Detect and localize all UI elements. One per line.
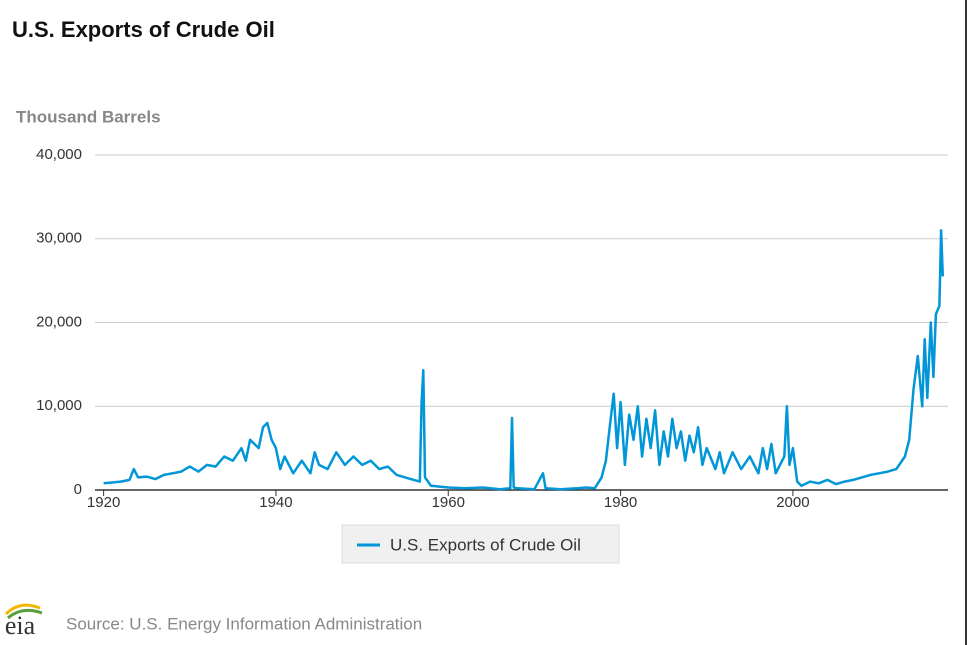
y-tick-label: 10,000: [36, 397, 82, 414]
x-tick-label: 1980: [604, 494, 637, 511]
y-tick-label: 30,000: [36, 230, 82, 247]
x-tick-label: 1960: [432, 494, 465, 511]
chart-title: U.S. Exports of Crude Oil: [12, 17, 275, 42]
x-tick-label: 2000: [776, 494, 809, 511]
logo-arc: [7, 608, 43, 620]
legend-label: U.S. Exports of Crude Oil: [390, 535, 581, 554]
logo-arc: [4, 603, 41, 616]
x-tick-label: 1940: [259, 494, 292, 511]
source: Source: U.S. Energy Information Administ…: [66, 614, 422, 633]
y-tick-label: 0: [74, 481, 82, 498]
data-line: [103, 229, 945, 491]
legend: [341, 524, 620, 564]
x-tick-label: 1920: [87, 494, 120, 511]
y-axis-label: Thousand Barrels: [16, 107, 161, 126]
y-tick-label: 40,000: [36, 146, 82, 163]
y-tick-label: 20,000: [36, 313, 82, 330]
